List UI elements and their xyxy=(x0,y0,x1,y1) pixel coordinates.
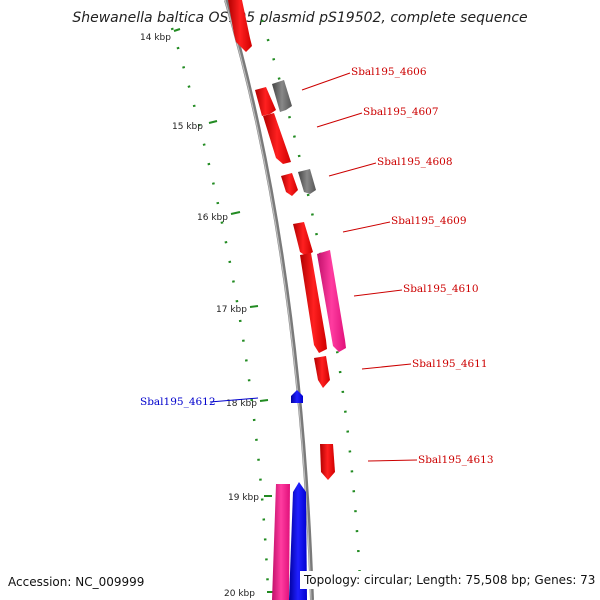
sequence-backbone xyxy=(224,0,314,600)
gene-feature-4613[interactable] xyxy=(320,444,335,480)
gene-label-4612[interactable]: Sbal195_4612 xyxy=(140,396,216,408)
gene-feature-4612[interactable] xyxy=(291,390,303,403)
gene-feature-4611[interactable] xyxy=(314,356,330,388)
gene-label-4613[interactable]: Sbal195_4613 xyxy=(418,454,494,466)
tick-marks xyxy=(173,28,275,593)
gene-label-4611[interactable]: Sbal195_4611 xyxy=(412,358,488,370)
gene-feature-4608-a[interactable] xyxy=(281,173,298,196)
gene-feature-4610-b[interactable] xyxy=(317,250,346,352)
tick-label-17kbp: 17 kbp xyxy=(216,305,247,315)
tick-label-15kbp: 15 kbp xyxy=(172,122,203,132)
gene-feature-top[interactable] xyxy=(228,0,252,52)
tick-label-14kbp: 14 kbp xyxy=(140,33,171,43)
gene-feature-4608-b[interactable] xyxy=(298,169,316,194)
gene-label-4610[interactable]: Sbal195_4610 xyxy=(403,283,479,295)
gene-feature-4610-a[interactable] xyxy=(300,253,327,353)
tick-label-19kbp: 19 kbp xyxy=(228,493,259,503)
label-connectors xyxy=(209,72,418,462)
gene-label-4608[interactable]: Sbal195_4608 xyxy=(377,156,453,168)
gene-feature-4606-b[interactable] xyxy=(272,80,292,112)
gene-features xyxy=(228,0,346,600)
gene-feature-bottom-blue[interactable] xyxy=(289,482,307,600)
map-title: Shewanella baltica OS195 plasmid pS19502… xyxy=(72,10,528,26)
gene-label-4607[interactable]: Sbal195_4607 xyxy=(363,106,439,118)
tick-label-16kbp: 16 kbp xyxy=(197,213,228,223)
sequence-backbone-highlight xyxy=(224,0,312,600)
tick-label-20kbp: 20 kbp xyxy=(224,589,255,599)
gene-feature-bottom-pink[interactable] xyxy=(272,484,290,600)
gene-feature-4606-a[interactable] xyxy=(255,87,276,116)
gene-feature-4609[interactable] xyxy=(293,222,313,256)
accession-text: Accession: NC_009999 xyxy=(8,575,145,589)
gene-feature-4607[interactable] xyxy=(263,113,291,164)
topology-text: Topology: circular; Length: 75,508 bp; G… xyxy=(300,571,600,589)
gene-label-4609[interactable]: Sbal195_4609 xyxy=(391,215,467,227)
gene-label-4606[interactable]: Sbal195_4606 xyxy=(351,66,427,78)
tick-label-18kbp: 18 kbp xyxy=(226,399,257,409)
